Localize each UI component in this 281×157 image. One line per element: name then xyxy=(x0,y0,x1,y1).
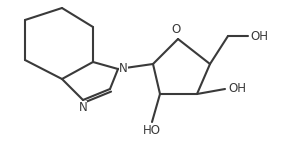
Text: N: N xyxy=(79,101,87,114)
Text: O: O xyxy=(171,23,181,36)
Text: OH: OH xyxy=(250,30,268,43)
Text: OH: OH xyxy=(228,82,246,95)
Text: N: N xyxy=(119,62,128,76)
Text: HO: HO xyxy=(143,124,161,137)
